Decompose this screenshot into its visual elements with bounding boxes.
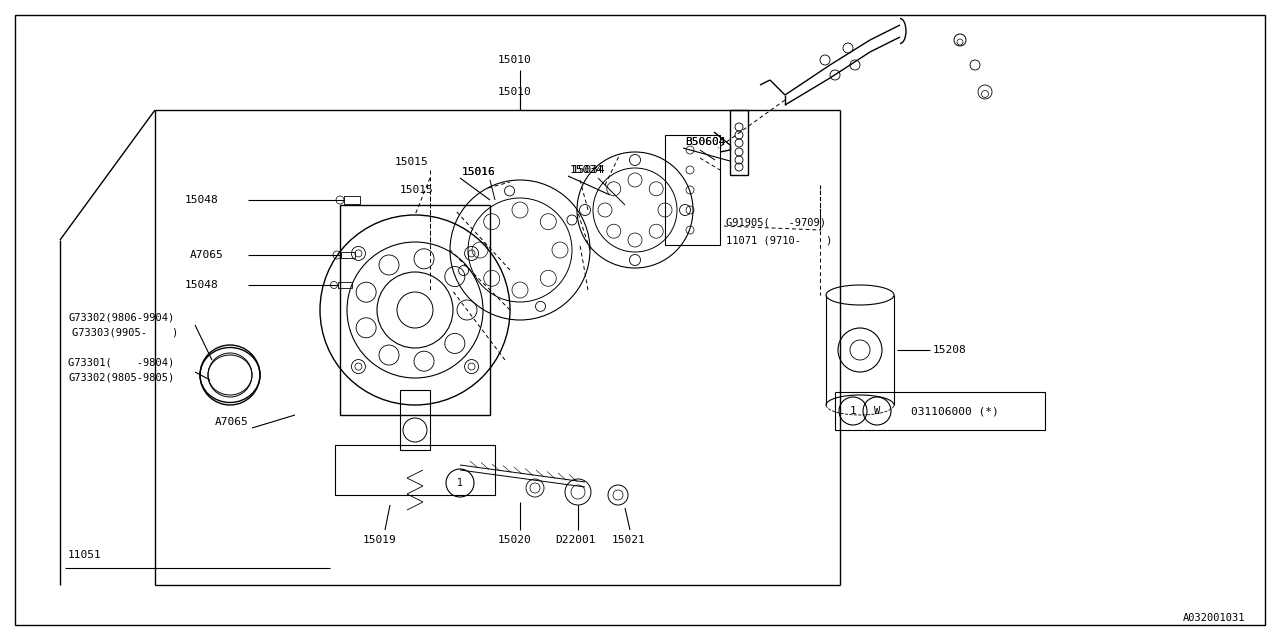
- Text: 15034: 15034: [572, 165, 605, 175]
- Text: 031106000 (*): 031106000 (*): [911, 406, 998, 416]
- Text: G73302(9806-9904): G73302(9806-9904): [68, 312, 174, 322]
- Text: 1: 1: [457, 478, 463, 488]
- Text: 15015: 15015: [396, 157, 429, 167]
- Text: 1: 1: [850, 406, 856, 416]
- Bar: [340, 252, 355, 258]
- Text: 15010: 15010: [498, 87, 531, 97]
- Bar: [344, 196, 360, 204]
- Text: B50604: B50604: [685, 137, 726, 147]
- Text: G73302(9805-9805): G73302(9805-9805): [68, 372, 174, 382]
- Text: 15016: 15016: [462, 167, 495, 177]
- Bar: [730, 110, 748, 175]
- Text: B50604: B50604: [685, 137, 726, 147]
- Text: 15016: 15016: [462, 167, 495, 177]
- Text: A032001031: A032001031: [1183, 613, 1245, 623]
- Text: 15015: 15015: [401, 185, 434, 195]
- Text: A7065: A7065: [189, 250, 224, 260]
- Bar: [401, 390, 430, 450]
- Text: D22001: D22001: [556, 535, 595, 545]
- Text: 15048: 15048: [186, 280, 219, 290]
- Text: 11051: 11051: [68, 550, 101, 560]
- Text: 15048: 15048: [186, 195, 219, 205]
- Text: 15034: 15034: [570, 165, 604, 175]
- Text: G73301(    -9804): G73301( -9804): [68, 357, 174, 367]
- Text: 15208: 15208: [933, 345, 966, 355]
- Bar: [666, 135, 721, 245]
- Text: G73303(9905-    ): G73303(9905- ): [72, 327, 178, 337]
- Bar: [335, 445, 495, 495]
- Text: 15019: 15019: [364, 535, 397, 545]
- Text: A7065: A7065: [215, 417, 248, 427]
- Bar: [340, 205, 490, 415]
- Text: W: W: [874, 406, 881, 416]
- Text: 11071 (9710-    ): 11071 (9710- ): [726, 235, 832, 245]
- Bar: [338, 282, 352, 288]
- Text: 15021: 15021: [612, 535, 645, 545]
- Text: 15010: 15010: [498, 55, 531, 65]
- Bar: [835, 392, 1044, 430]
- Text: 15020: 15020: [498, 535, 531, 545]
- Text: G91905(   -9709): G91905( -9709): [726, 217, 826, 227]
